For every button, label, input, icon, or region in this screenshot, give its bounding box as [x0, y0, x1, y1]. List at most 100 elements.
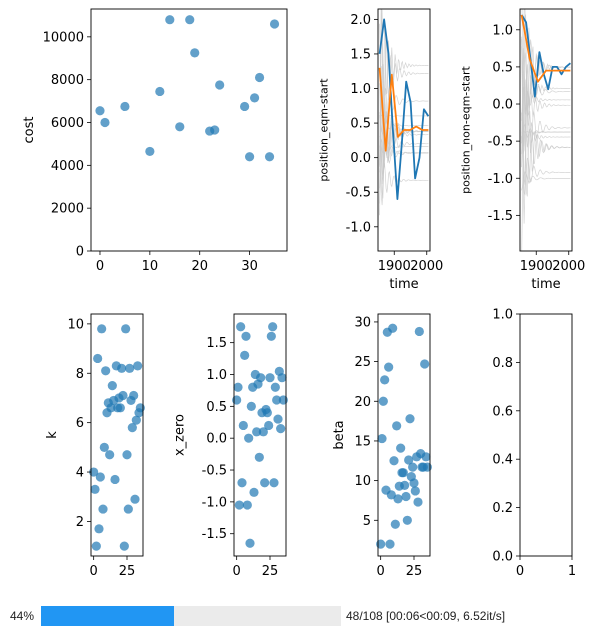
scatter-point — [131, 415, 141, 425]
scatter-point — [393, 494, 403, 504]
y-tick-label: 6 — [76, 416, 84, 431]
y-axis-label: beta — [332, 420, 347, 449]
scatter-point — [232, 395, 242, 405]
x-tick-label: 1900 — [378, 259, 411, 274]
x-tick-label: 0 — [516, 564, 524, 579]
scatter-point — [385, 539, 395, 549]
y-tick-label: 0.0 — [206, 432, 227, 447]
y-tick-label: 8 — [76, 367, 84, 382]
scatter-point — [117, 363, 127, 373]
scatter-point — [127, 422, 137, 433]
scatter-point — [254, 452, 264, 462]
scatter-point — [388, 323, 398, 333]
scatter-point — [119, 541, 129, 551]
scatter-point — [266, 331, 276, 341]
x-tick-label: 30 — [241, 259, 258, 274]
scatter-point — [244, 152, 255, 162]
scatter-point — [121, 324, 131, 334]
scatter-point — [165, 15, 175, 25]
scatter-point — [129, 390, 139, 401]
scatter-point — [401, 491, 411, 502]
scatter-point — [413, 497, 423, 507]
scatter-point — [145, 146, 155, 157]
scatter-point — [389, 456, 399, 466]
x-tick-label: 0 — [96, 259, 104, 274]
scatter-point — [378, 396, 388, 406]
y-tick-label: 4000 — [51, 159, 84, 174]
y-tick-label: -0.5 — [346, 186, 371, 201]
scatter-point — [392, 421, 402, 431]
scatter-point — [421, 452, 431, 462]
scatter-point — [258, 427, 268, 437]
x-tick-label: 0 — [90, 564, 98, 579]
y-tick-label: 0.5 — [492, 60, 513, 75]
scatter-point — [236, 322, 246, 332]
scatter-point — [123, 504, 133, 514]
axes-frame — [90, 8, 288, 252]
scatter-point — [414, 326, 424, 337]
scatter-point — [409, 478, 419, 488]
y-tick-label: -1.5 — [488, 209, 513, 224]
background-trace — [521, 46, 571, 147]
x-tick-label: 25 — [262, 564, 279, 579]
scatter-point — [422, 462, 432, 472]
y-tick-label: -0.5 — [202, 464, 227, 479]
scatter-point — [256, 373, 266, 383]
scatter-point — [133, 361, 143, 371]
scatter-point — [95, 106, 105, 116]
x-tick-label: 25 — [406, 564, 423, 579]
scatter-point — [277, 373, 287, 383]
scatter-point — [249, 93, 260, 103]
scatter-point — [190, 48, 200, 58]
y-tick-label: 0.6 — [492, 404, 513, 419]
scatter-point — [254, 72, 265, 83]
scatter-point — [398, 468, 408, 478]
progress-track — [41, 606, 341, 626]
y-tick-label: 1.0 — [350, 82, 371, 97]
scatter-point — [106, 403, 116, 413]
scatter-point — [264, 420, 274, 431]
y-tick-label: 0.5 — [350, 117, 371, 132]
y-axis-label: k — [45, 431, 60, 439]
x-tick-label: 2000 — [410, 259, 443, 274]
scatter-point — [400, 480, 410, 490]
chart-panel-3: 1900 2000 -1.5 -1.0 -0.5 0.0 0.5 1.0 time positio… — [460, 8, 585, 292]
y-tick-label: 0.5 — [206, 400, 227, 415]
x-axis-label: time — [389, 277, 418, 292]
x-tick-label: 25 — [119, 564, 136, 579]
scatter-point — [100, 117, 110, 128]
scatter-point — [175, 122, 185, 132]
scatter-point — [404, 455, 414, 465]
scatter-point — [420, 359, 430, 369]
x-tick-label: 0 — [233, 564, 241, 579]
scatter-point — [386, 490, 396, 500]
y-tick-label: 1.0 — [206, 368, 227, 383]
scatter-point — [120, 101, 130, 112]
y-tick-label: 25 — [354, 355, 371, 370]
scatter-point — [244, 433, 254, 443]
y-tick-label: 20 — [354, 395, 371, 410]
y-tick-label: -1.5 — [202, 527, 227, 542]
y-tick-label: 0.0 — [492, 98, 513, 113]
axes-frame — [90, 313, 144, 557]
scatter-point — [105, 450, 115, 460]
y-tick-label: 4 — [76, 466, 84, 481]
scatter-point — [90, 484, 100, 494]
y-tick-label: -1.0 — [346, 220, 371, 235]
scatter-point — [268, 322, 278, 332]
y-tick-label: 1.5 — [350, 47, 371, 62]
scatter-point — [238, 420, 248, 431]
y-axis-label: x_zero — [173, 414, 188, 456]
scatter-point — [269, 19, 280, 29]
scatter-point — [272, 395, 282, 405]
scatter-point — [278, 395, 288, 405]
axes-frame — [377, 313, 431, 557]
scatter-point — [185, 15, 195, 25]
scatter-point — [135, 403, 145, 413]
scatter-point — [380, 375, 390, 385]
y-tick-label: 0.2 — [492, 501, 513, 516]
x-tick-label: 1900 — [520, 259, 553, 274]
y-tick-label: -1.0 — [202, 495, 227, 510]
scatter-point — [405, 414, 415, 424]
